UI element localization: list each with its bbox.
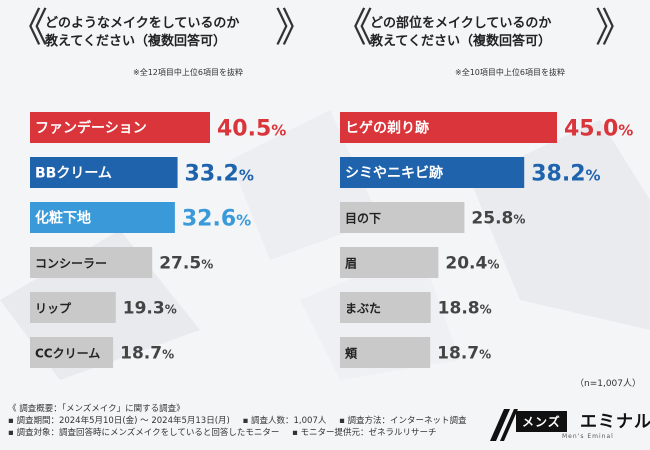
logo-mark-icon (490, 409, 518, 441)
right-bar-value-0: 45.0% (564, 116, 633, 141)
left-bar-value-4: 19.3% (123, 299, 177, 319)
left-bar-1 (30, 157, 178, 188)
right-panel: 《 どの部位をメイクしているのか 教えてください（複数回答可） 》 ※全10項目… (325, 0, 650, 380)
left-question-line1: どのようなメイクをしているのか (45, 16, 240, 31)
right-bar-label-1: シミやニキビ跡 (345, 165, 443, 182)
survey-details-row1: ▪ 調査期間：2024年5月10日(金) ～ 2024年5月13日(月) ▪ 調… (8, 415, 477, 427)
right-bar-3 (340, 247, 439, 278)
right-bar-value-5: 18.7% (437, 344, 491, 364)
right-bar-5 (340, 337, 431, 368)
brand-logo: メンズ エミナル Men's Eminal (488, 405, 650, 445)
left-bar-value-5: 18.7% (120, 344, 174, 364)
logo-main-text: エミナル (580, 412, 650, 432)
left-bar-label-5: CCクリーム (35, 347, 100, 361)
right-bar-value-2: 25.8% (471, 209, 525, 229)
right-bar-label-3: 眉 (345, 257, 357, 271)
right-bar-4 (340, 292, 431, 323)
sample-size: （n=1,007人） (575, 379, 642, 389)
left-bar-0 (30, 112, 210, 143)
left-bar-label-0: ファンデーション (35, 120, 147, 137)
left-bar-label-1: BBクリーム (35, 166, 112, 182)
right-question: どの部位をメイクしているのか 教えてください（複数回答可） (370, 15, 551, 51)
right-bar-value-1: 38.2% (531, 161, 600, 186)
survey-method: ▪ 調査方法：インターネット調査 (339, 416, 467, 426)
right-bar-label-2: 目の下 (345, 212, 381, 226)
survey-details-row2: ▪ 調査対象：調査回答時にメンズメイクをしていると回答したモニター ▪ モニター… (8, 427, 477, 439)
right-bar-value-3: 20.4% (445, 254, 499, 274)
right-bar-2 (340, 202, 465, 233)
survey-overview: 《 調査概要：「メンズメイク」に関する調査》 ▪ 調査期間：2024年5月10日… (8, 403, 477, 439)
left-bar-value-1: 33.2% (185, 161, 254, 186)
left-bar-label-4: リップ (35, 301, 72, 316)
right-bar-label-0: ヒゲの剃り跡 (345, 120, 429, 137)
left-bar-label-3: コンシーラー (35, 257, 107, 271)
survey-count: ▪ 調査人数：1,007人 (242, 416, 327, 426)
left-question: どのようなメイクをしているのか 教えてください（複数回答可） (45, 15, 239, 51)
right-question-line2: 教えてください（複数回答可） (370, 34, 551, 49)
left-question-line2: 教えてください（複数回答可） (45, 34, 226, 49)
right-bar-1 (340, 157, 525, 188)
right-note: ※全10項目中上位6項目を抜粋 (455, 68, 565, 77)
left-panel: 《 どのようなメイクをしているのか 教えてください（複数回答可） 》 ※全12項… (0, 0, 325, 380)
right-question-line1: どの部位をメイクしているのか (370, 16, 552, 31)
right-bar-value-4: 18.8% (438, 299, 492, 319)
right-bar-0 (340, 112, 557, 143)
left-bar-value-2: 32.6% (182, 206, 251, 231)
right-bar-label-5: 頬 (345, 346, 358, 361)
survey-period: ▪ 調査期間：2024年5月10日(金) ～ 2024年5月13日(月) (8, 416, 230, 426)
left-bar-3 (30, 247, 153, 278)
left-bar-4 (30, 292, 116, 323)
left-bar-value-3: 27.5% (159, 254, 213, 274)
left-bar-5 (30, 337, 114, 368)
survey-target: ▪ 調査対象：調査回答時にメンズメイクをしていると回答したモニター (8, 428, 280, 438)
survey-title: 《 調査概要：「メンズメイク」に関する調査》 (8, 404, 185, 414)
left-bar-2 (30, 202, 175, 233)
logo-box-text: メンズ (516, 411, 567, 432)
left-note: ※全12項目中上位6項目を抜粋 (133, 68, 243, 77)
survey-provider: ▪ モニター提供元：ゼネラルリサーチ (292, 428, 437, 438)
right-bar-label-4: まぶた (345, 302, 381, 316)
logo-sub-text: Men's Eminal (562, 433, 614, 440)
left-bar-value-0: 40.5% (217, 116, 286, 141)
bar-charts: ファンデーション 40.5% BBクリーム 33.2% 化粧下地 32.6% コンシーラー 2… (30, 112, 633, 368)
left-bar-label-2: 化粧下地 (35, 210, 91, 227)
